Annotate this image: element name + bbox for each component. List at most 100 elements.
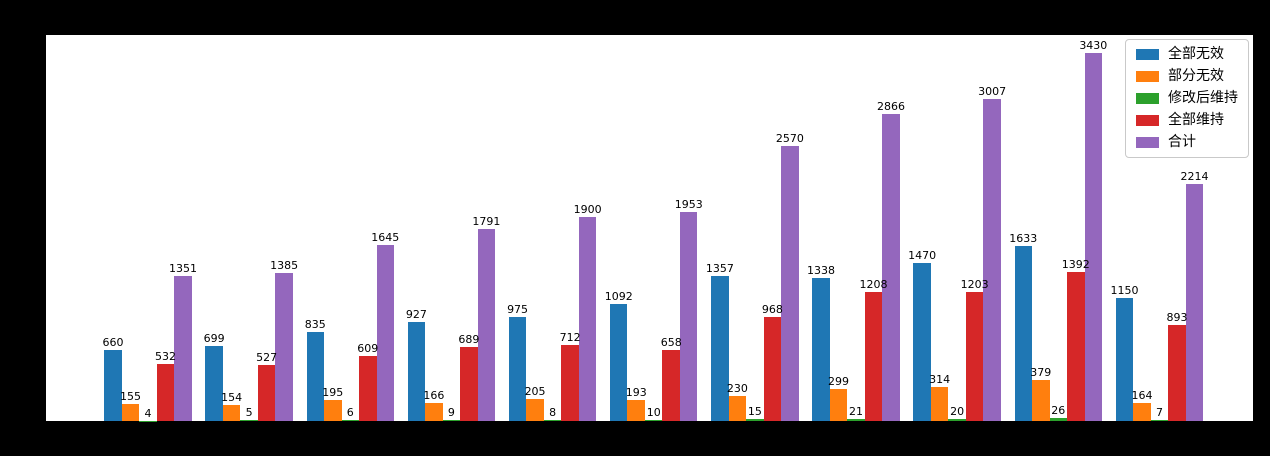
bar-series0-group8	[913, 263, 931, 421]
bar-series0-group7	[812, 277, 830, 421]
legend: 全部无效 部分无效 修改后维持 全部维持 合计	[1125, 39, 1249, 158]
bar-series4-group5	[679, 211, 698, 421]
bar-series2-group7	[847, 418, 865, 421]
bar-value-label: 1392	[1061, 257, 1090, 271]
bar-series0-group10	[1115, 297, 1134, 421]
legend-label: 全部无效	[1168, 46, 1224, 62]
bar-series3-group10	[1168, 325, 1186, 421]
bar-value-label: 3007	[978, 84, 1007, 98]
bar-value-label: 1338	[807, 263, 835, 277]
bar-value-label: 712	[559, 330, 581, 344]
bar-series3-group9	[1067, 271, 1085, 421]
bar-value-label: 193	[625, 386, 647, 400]
bar-value-label: 660	[102, 336, 124, 350]
bar-value-label: 893	[1166, 311, 1188, 325]
legend-label: 合计	[1168, 134, 1196, 150]
bar-value-label: 10	[646, 405, 661, 419]
bar-series3-group4	[561, 344, 579, 421]
bar-series4-group7	[882, 113, 900, 421]
bar-series2-group2	[341, 420, 360, 421]
bars-layer: 660 699 835 927 975 1092 1357 1338 1470 1633 1150 1…	[46, 35, 1253, 421]
bar-series1-group9	[1032, 380, 1050, 421]
bar-series2-group4	[543, 420, 562, 421]
bar-value-label: 1900	[573, 203, 602, 217]
bar-series2-group3	[442, 420, 461, 421]
bar-value-label: 8	[549, 406, 557, 420]
bar-series4-group2	[376, 244, 395, 421]
bar-value-label: 166	[423, 389, 445, 403]
bar-value-label: 5	[245, 406, 253, 420]
legend-swatch-icon	[1136, 71, 1159, 82]
legend-item: 修改后维持	[1136, 91, 1238, 106]
bar-value-label: 1953	[674, 197, 703, 211]
bar-series4-group6	[781, 145, 799, 421]
bar-value-label: 1633	[1009, 231, 1038, 245]
legend-label: 部分无效	[1168, 68, 1224, 84]
bar-value-label: 689	[458, 333, 480, 347]
bar-value-label: 2214	[1180, 169, 1209, 183]
bar-value-label: 379	[1030, 366, 1052, 380]
bar-series3-group2	[359, 355, 377, 421]
bar-value-label: 299	[828, 374, 850, 388]
bar-series1-group7	[829, 388, 848, 421]
bar-series0-group0	[104, 350, 122, 421]
bar-value-label: 1791	[472, 215, 501, 229]
legend-item: 部分无效	[1136, 69, 1238, 84]
bar-series1-group0	[121, 404, 140, 421]
bar-series4-group9	[1084, 53, 1103, 421]
bar-value-label: 155	[119, 390, 141, 404]
bar-series4-group8	[983, 98, 1001, 421]
bar-value-label: 15	[747, 405, 762, 419]
bar-value-label: 7	[1155, 406, 1163, 420]
bar-value-label: 3430	[1079, 39, 1108, 53]
bar-series2-group6	[746, 419, 764, 421]
bar-value-label: 1645	[371, 230, 400, 244]
bar-value-label: 609	[357, 341, 379, 355]
bar-value-label: 4	[144, 406, 152, 420]
bar-value-label: 1150	[1110, 283, 1139, 297]
legend-item: 全部无效	[1136, 47, 1238, 62]
bar-series1-group6	[728, 396, 747, 421]
bar-series4-group3	[477, 229, 496, 421]
bar-series4-group4	[578, 217, 597, 421]
bar-series3-group5	[662, 350, 680, 421]
bar-value-label: 1385	[270, 258, 299, 272]
bar-series3-group0	[156, 363, 175, 421]
bar-series0-group2	[306, 331, 325, 421]
bar-value-label: 927	[405, 307, 427, 321]
bar-series2-group8	[948, 418, 966, 421]
bar-series0-group3	[407, 321, 426, 421]
bar-value-label: 6	[346, 406, 354, 420]
bar-series1-group3	[425, 403, 443, 421]
bar-series3-group1	[257, 364, 276, 421]
bar-value-label: 230	[726, 382, 748, 396]
bar-value-label: 699	[203, 332, 225, 346]
legend-swatch-icon	[1136, 49, 1159, 60]
bar-value-label: 205	[524, 385, 546, 399]
bar-series1-group5	[627, 400, 645, 421]
bar-series3-group6	[763, 317, 782, 421]
bar-series1-group1	[222, 404, 241, 421]
bar-series0-group6	[711, 275, 729, 421]
bar-series0-group1	[205, 346, 223, 421]
bar-value-label: 20	[950, 404, 965, 418]
bar-series0-group9	[1014, 245, 1033, 421]
bar-value-label: 9	[447, 406, 455, 420]
bar-value-label: 975	[507, 302, 529, 316]
legend-item: 合计	[1136, 135, 1238, 150]
bar-series0-group5	[609, 303, 628, 421]
plot-area: 660 699 835 927 975 1092 1357 1338 1470 1633 1150 1…	[44, 33, 1255, 423]
legend-label: 全部维持	[1168, 112, 1224, 128]
bar-series2-group1	[240, 420, 258, 421]
bar-value-label: 1208	[859, 277, 888, 291]
bar-series1-group2	[324, 400, 342, 421]
bar-value-label: 1470	[908, 249, 937, 263]
bar-value-label: 154	[221, 390, 243, 404]
bar-value-label: 658	[660, 336, 682, 350]
legend-item: 全部维持	[1136, 113, 1238, 128]
bar-series3-group3	[460, 347, 478, 421]
legend-swatch-icon	[1136, 137, 1159, 148]
bar-value-label: 2570	[775, 131, 804, 145]
bar-series1-group4	[526, 399, 544, 421]
